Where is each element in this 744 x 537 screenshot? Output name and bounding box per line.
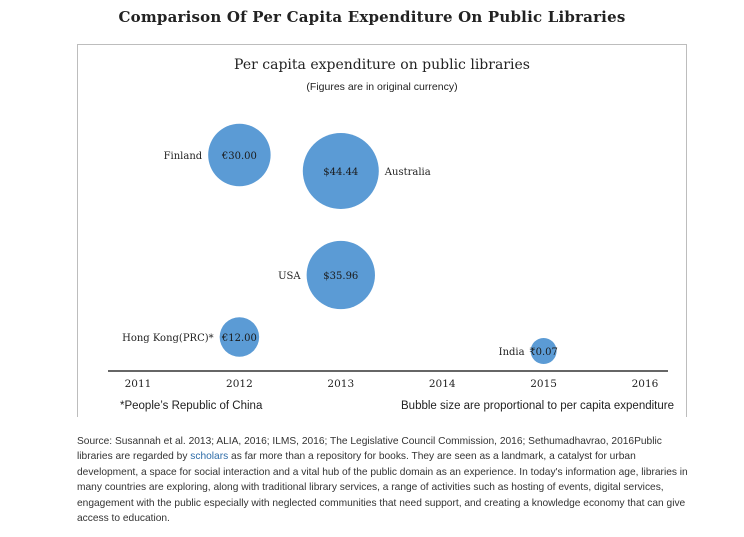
page-title: Comparison Of Per Capita Expenditure On … — [118, 8, 626, 26]
bubble-country-label: India — [499, 347, 525, 358]
bubble-australia — [302, 133, 379, 209]
x-tick-label: 2014 — [429, 378, 456, 390]
bubble-india — [530, 338, 557, 364]
bubble-value-label: $44.44 — [323, 167, 358, 178]
bubble-country-label: Australia — [384, 167, 431, 178]
bubble-value-label: €30.00 — [221, 151, 257, 162]
bubble-finland — [208, 123, 271, 187]
bubble-value-label: €12.00 — [221, 333, 257, 344]
x-tick-label: 2011 — [125, 378, 152, 390]
x-tick-label: 2012 — [226, 378, 253, 390]
chart-subtitle: (Figures are in original currency) — [306, 81, 457, 93]
bubble-country-label: USA — [278, 271, 301, 282]
size-note: Bubble size are proportional to per capi… — [401, 400, 674, 412]
footnote: *People’s Republic of China — [120, 400, 263, 412]
chart-figure: Per capita expenditure on public librari… — [77, 44, 687, 417]
bubble-value-label: $35.96 — [323, 271, 358, 282]
x-tick-label: 2013 — [327, 378, 354, 390]
x-tick-label: 2016 — [632, 378, 659, 390]
bubble-country-label: Hong Kong(PRC)* — [122, 333, 214, 344]
bubble-value-label: ₹0.07 — [529, 347, 558, 358]
bubble-country-label: Finland — [164, 151, 203, 162]
bubble-hong-kong-prc — [219, 317, 260, 357]
scholars-link[interactable]: scholars — [190, 451, 229, 463]
x-tick-label: 2015 — [530, 378, 557, 390]
caption-text: Source: Susannah et al. 2013; ALIA, 2016… — [77, 434, 693, 526]
bubble-chart: Per capita expenditure on public librari… — [108, 57, 674, 412]
bubble-usa — [306, 240, 375, 310]
caption-rest: as far more than a repository for books.… — [77, 451, 688, 525]
caption-source: Source: Susannah et al. 2013; ALIA, 2016… — [77, 436, 662, 463]
chart-title: Per capita expenditure on public librari… — [234, 57, 530, 73]
